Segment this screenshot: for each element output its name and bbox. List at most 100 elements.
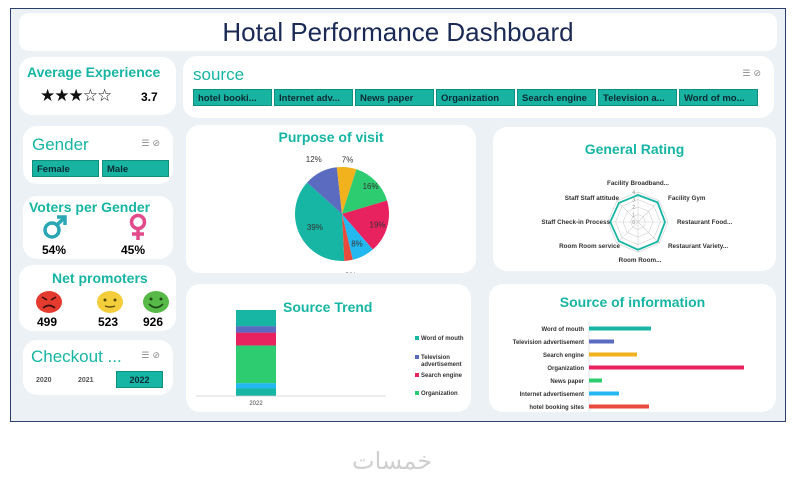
star-filled-icon: ★ [40,86,55,105]
source-option-search-engine[interactable]: Search engine [517,89,596,106]
radar-spoke [616,200,639,223]
bar [589,378,602,383]
trend-chart-card: Source Trend 2022 Word of mouth Television… [186,284,471,412]
source-option-hotel-booking[interactable]: hotel booki... [193,89,272,106]
radar-tick-label: 3 [632,198,635,204]
bar-category-label: Search engine [543,353,585,359]
stacked-bar-segment [236,326,276,333]
slicer-tools: ☰⊘ [141,138,163,149]
pie-slice [307,167,342,214]
legend-label: Search engine [421,373,463,379]
bar-category-label: Internet advertisement [520,392,584,398]
purpose-chart-card: Purpose of visit 39% 12% 7% 16% 19% 8% 3% [186,125,476,273]
radar-axis-label: Facility Gym [668,195,706,202]
avg-experience-card: Average Experience ★★★☆☆ 3.7 [19,57,176,115]
radar-spoke [637,200,660,223]
purpose-pie-chart: 39% 12% 7% 16% 19% 8% 3% [295,155,389,273]
voters-label: Voters per Gender [29,199,151,215]
source-option-television[interactable]: Television a... [598,89,677,106]
radar-axis-label: Facility Broadband... [607,180,669,187]
year-option-2022[interactable]: 2022 [116,371,163,388]
radar-axis-label: Staff Check-in Process [541,219,610,226]
rating-chart-title: General Rating [584,141,685,157]
male-icon [43,215,67,239]
dashboard-frame: Hotal Performance Dashboard Average Expe… [10,8,786,422]
radar-axis-label: Staff Staff attitude [565,195,620,202]
gender-option-female[interactable]: Female [32,160,99,177]
gender-option-male[interactable]: Male [102,160,169,177]
slicer-tools: ☰⊘ [141,350,163,361]
purpose-chart-title: Purpose of visit [278,129,384,145]
star-rating: ★★★☆☆ [40,86,112,106]
info-chart-card: Source of information Word of mouth Telev… [489,284,776,412]
multi-select-icon[interactable]: ☰ [742,68,754,78]
angry-face-icon [36,291,62,313]
page-title: Hotal Performance Dashboard [222,17,574,47]
bar-category-label: hotel booking sites [529,405,584,411]
rating-radar-chart: 4 32 10 Facility Broadband... Facility Gym Re… [541,180,732,264]
legend-label: Television advertisement [421,355,462,368]
khamsat-logo: خمسات [352,447,433,475]
bar [589,391,619,396]
bar [589,339,614,344]
multi-select-icon[interactable]: ☰ [141,350,153,360]
clear-filter-icon[interactable]: ⊘ [152,350,163,360]
bar-category-label: News paper [550,379,584,385]
star-empty-icon: ☆ [82,86,98,105]
radar-tick-label: 2 [632,205,635,211]
source-slicer: source ☰⊘ hotel booki... Internet adv... N… [183,56,774,118]
year-option-2020[interactable]: 2020 [32,372,64,389]
legend-swatch [415,355,419,359]
star-filled-icon: ★ [68,86,84,105]
source-option-news-paper[interactable]: News paper [355,89,434,106]
multi-select-icon[interactable]: ☰ [141,138,153,148]
female-voters-pct: 45% [121,243,146,257]
pie-slice-label: 39% [307,223,323,232]
pie-slice [342,214,353,261]
slicer-tools: ☰⊘ [742,68,764,79]
male-voters-pct: 54% [42,243,67,257]
net-promoters-label: Net promoters [52,270,148,286]
pie-slice-label: 12% [306,155,322,164]
bar [589,352,637,357]
radar-axis-label: Restaurant Variety... [668,243,728,250]
legend-swatch [415,391,419,395]
pie-slice-label: 19% [370,220,386,229]
rating-chart-card: General Rating 4 3 2 1 0 Facility Broadband..… [493,127,776,271]
pie-slice-label: 8% [351,239,363,248]
year-option-2021[interactable]: 2021 [74,372,106,389]
info-chart-title: Source of information [559,294,706,310]
source-option-internet-adv[interactable]: Internet adv... [274,89,353,106]
clear-filter-icon[interactable]: ⊘ [152,138,163,148]
pie-slice-label: 7% [342,155,354,164]
bar [589,404,649,409]
pie-slice [342,200,389,250]
legend-swatch [415,336,419,340]
bar-category-label: Television advertisement [513,340,584,346]
radar-tick-label: 4 [632,190,635,196]
source-option-word-of-mouth[interactable]: Word of mo... [679,89,758,106]
voters-card: Voters per Gender 54% 45% [23,196,173,259]
gender-slicer: Gender ☰⊘ Female Male [23,126,173,184]
female-icon [129,213,147,240]
x-tick-label: 2022 [249,401,263,407]
trend-stacked-bar-chart: 2022 Word of mouth Television advertisement… [196,310,464,407]
promoters-count: 926 [143,315,164,329]
legend-label: Organization [421,391,458,397]
pie-slice [342,169,388,214]
trend-chart-title: Source Trend [283,299,373,315]
pie-slice-label: 3% [345,271,357,273]
source-option-organization[interactable]: Organization [436,89,515,106]
checkout-slicer-label: Checkout ... [31,347,122,366]
pie-slice [342,214,373,260]
title-bar: Hotal Performance Dashboard [19,13,777,51]
checkout-slicer: Checkout ... ☰⊘ 2020 2021 2022 [23,340,173,395]
gender-slicer-label: Gender [32,135,89,154]
radar-tick-label: 1 [632,213,635,219]
stacked-bar-segment [236,332,276,346]
net-promoters-card: Net promoters 499 523 926 [19,265,176,331]
clear-filter-icon[interactable]: ⊘ [753,68,764,78]
avg-experience-value: 3.7 [141,90,158,104]
radar-axis-label: Room Room service [559,243,620,250]
radar-series [609,194,666,251]
